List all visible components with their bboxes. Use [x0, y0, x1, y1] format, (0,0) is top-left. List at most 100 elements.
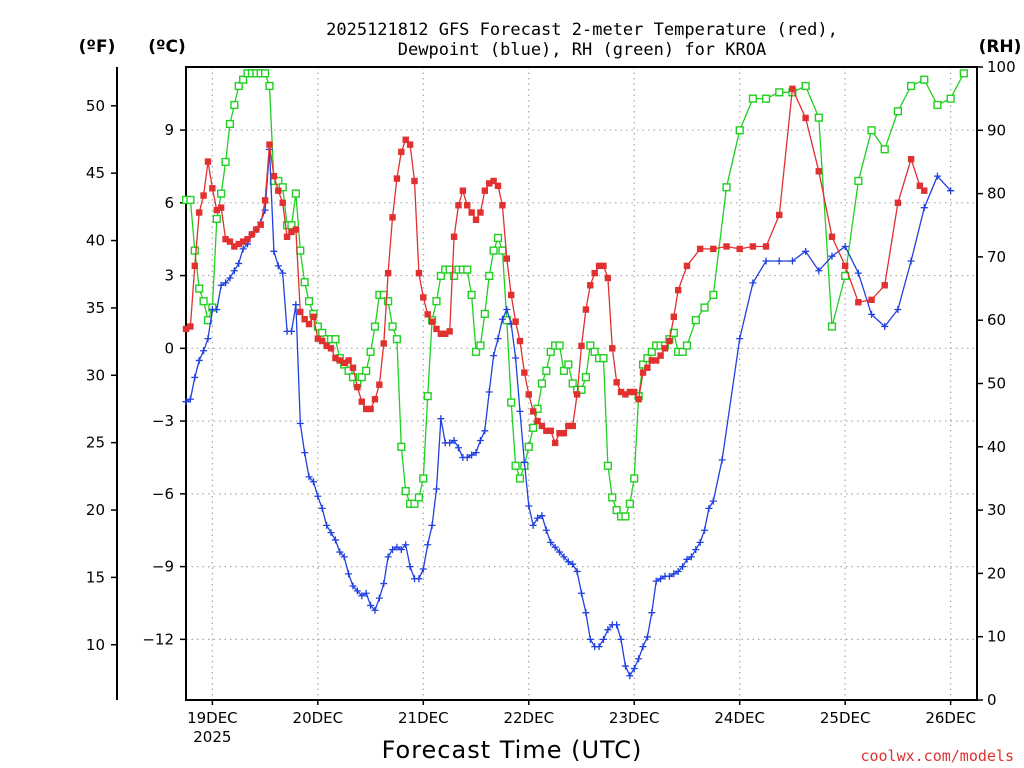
temperature-point — [336, 357, 344, 364]
temperature-point — [512, 318, 519, 325]
dewpoint-point — [424, 541, 432, 549]
rh-line — [186, 72, 965, 518]
temperature-point — [653, 357, 660, 364]
temperature-point — [609, 345, 616, 352]
dewpoint-point — [353, 587, 361, 595]
fahrenheit-tick-label: 10 — [86, 636, 105, 654]
temperature-point — [617, 388, 625, 396]
temperature-point — [776, 211, 783, 219]
temperature-point — [380, 340, 387, 347]
temperature-point — [670, 313, 677, 321]
rh-point — [946, 94, 955, 103]
rh-point — [638, 360, 648, 369]
rh-point — [480, 309, 489, 318]
temperature-point — [428, 318, 436, 325]
dewpoint-point — [323, 521, 331, 529]
dewpoint-point — [573, 567, 581, 575]
dewpoint-point — [556, 548, 564, 556]
fahrenheit-tick-label: 50 — [86, 97, 105, 115]
rh-point — [414, 493, 424, 502]
x-tick-label: 20DEC — [293, 709, 344, 727]
rh-tick-label: 0 — [987, 691, 997, 709]
dewpoint-point — [749, 279, 757, 287]
dewpoint-point — [586, 635, 594, 643]
rh-tick-label: 30 — [987, 501, 1006, 519]
dewpoint-point — [547, 538, 555, 546]
temperature-point — [591, 269, 598, 277]
dewpoint-point — [472, 449, 480, 457]
chart-title-line-1: 2025121812 GFS Forecast 2-meter Temperat… — [326, 20, 838, 40]
dewpoint-point — [191, 373, 199, 381]
rh-point — [476, 341, 485, 350]
fahrenheit-unit-label: (ºF) — [79, 37, 116, 57]
temperature-point — [631, 388, 638, 396]
temperature-point — [868, 296, 875, 304]
dewpoint-point — [705, 504, 713, 512]
dewpoint-point — [226, 274, 234, 282]
rh-point — [217, 189, 226, 198]
dewpoint-point — [736, 335, 744, 343]
dewpoint-point — [384, 553, 392, 561]
temperature-point — [195, 209, 203, 216]
rh-tick-label: 70 — [987, 248, 1006, 266]
temperature-point — [565, 422, 572, 430]
temperature-point — [270, 172, 278, 180]
fahrenheit-tick-label: 40 — [86, 232, 105, 250]
temperature-point — [213, 206, 220, 214]
rh-point — [625, 499, 634, 508]
dewpoint-point — [538, 512, 546, 520]
dewpoint-point — [402, 541, 410, 549]
temperature-point — [644, 364, 651, 371]
rh-point — [370, 322, 380, 331]
temperature-point — [415, 269, 423, 277]
rh-point — [261, 69, 270, 78]
temperature-point — [635, 396, 642, 403]
temperature-point — [297, 308, 304, 316]
temperature-point — [327, 345, 335, 352]
temperature-point — [486, 180, 493, 187]
temperature-point — [323, 342, 330, 350]
temperature-point — [288, 228, 295, 236]
rh-point — [221, 157, 230, 167]
dewpoint-point — [679, 563, 687, 571]
dewpoint-point — [393, 543, 401, 551]
temperature-point — [613, 379, 620, 386]
rh-point — [296, 246, 305, 255]
temperature-point — [674, 286, 682, 294]
dewpoint-point — [520, 458, 528, 466]
rh-point — [608, 493, 617, 502]
temperature-point — [622, 391, 629, 398]
temperature-point — [587, 282, 594, 289]
temperature-point — [345, 357, 352, 364]
temperature-point — [547, 427, 554, 434]
dewpoint-point — [305, 473, 313, 481]
rh-point — [300, 278, 309, 287]
fahrenheit-tick-label: 20 — [86, 501, 105, 519]
rh-point — [388, 322, 397, 331]
temperature-point — [257, 221, 264, 228]
rh-point — [195, 284, 204, 293]
dewpoint-point — [200, 347, 208, 355]
dewpoint-point — [463, 453, 471, 461]
rh-point — [423, 392, 432, 401]
dewpoint-point — [947, 187, 955, 195]
dewpoint-point — [292, 301, 300, 309]
temperature-point — [305, 320, 313, 328]
temperature-point — [204, 158, 212, 165]
temperature-point — [815, 168, 822, 175]
dewpoint-point — [529, 521, 537, 529]
dewpoint-point — [287, 327, 295, 335]
rh-point — [612, 506, 621, 515]
celsius-tick-label: 0 — [164, 339, 174, 357]
rh-point — [265, 81, 274, 91]
dewpoint-point — [406, 563, 414, 571]
rh-point — [392, 335, 402, 344]
rh-point — [814, 113, 823, 122]
temperature-point — [464, 202, 471, 209]
dewpoint-point — [235, 259, 243, 267]
temperature-point — [639, 369, 647, 376]
dewpoint-point — [419, 565, 427, 573]
temperature-point — [710, 245, 717, 253]
rh-point — [880, 145, 889, 154]
temperature-point — [182, 325, 190, 333]
